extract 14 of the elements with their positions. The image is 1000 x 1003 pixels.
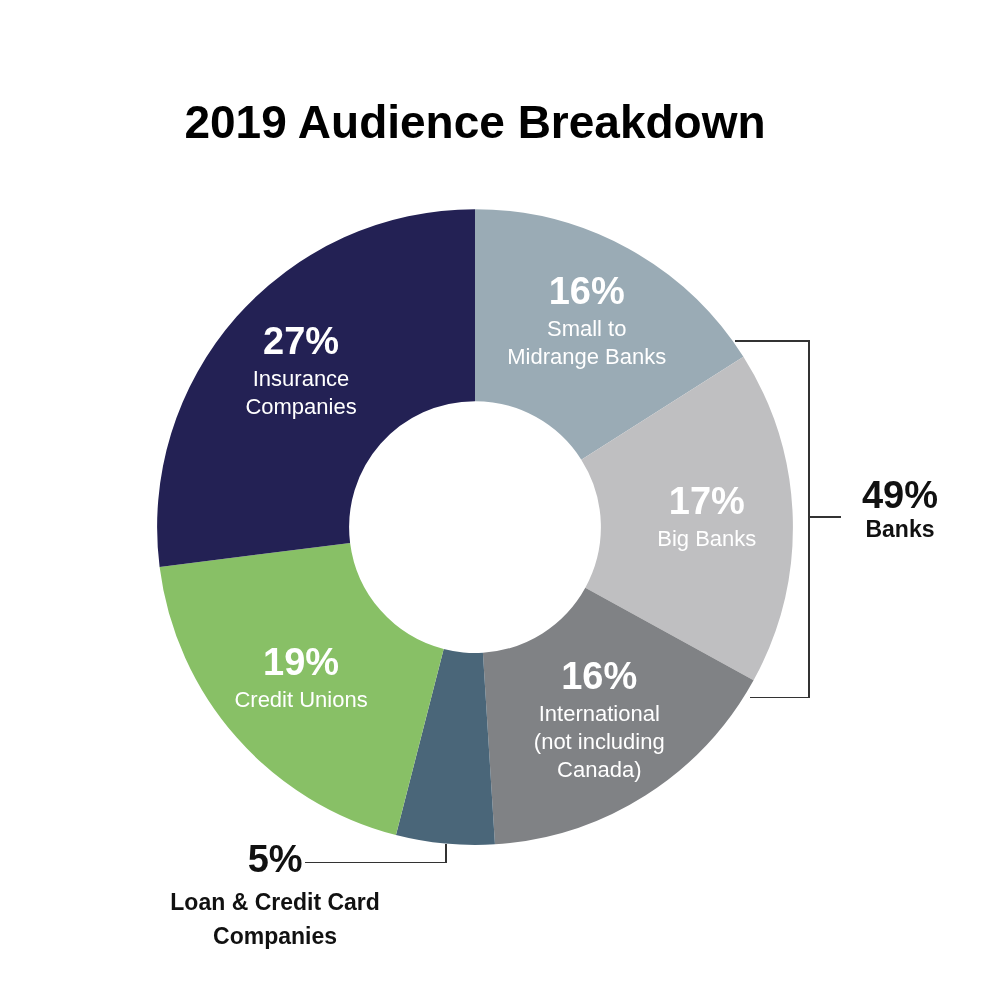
data-label: 17% bbox=[668, 480, 745, 523]
data-label: 27% bbox=[263, 320, 340, 363]
data-label: 16% bbox=[548, 270, 625, 313]
slice-label: Loan & Credit Card Companies bbox=[170, 888, 380, 949]
chart-title: 2019 Audience Breakdown bbox=[184, 96, 766, 149]
slice-label: Credit Unions bbox=[234, 686, 368, 712]
text: 49% Banks bbox=[860, 474, 940, 543]
slice-label: Insurance Companies bbox=[245, 365, 357, 419]
data-label: 19% bbox=[263, 640, 340, 683]
slice-label: Small to Midrange Banks bbox=[507, 315, 667, 369]
slice-label: International (not including Canada) bbox=[533, 700, 665, 782]
data-label: 16% bbox=[561, 655, 638, 698]
data-label: 5% bbox=[247, 838, 303, 881]
slice-label: Big Banks bbox=[657, 525, 757, 551]
